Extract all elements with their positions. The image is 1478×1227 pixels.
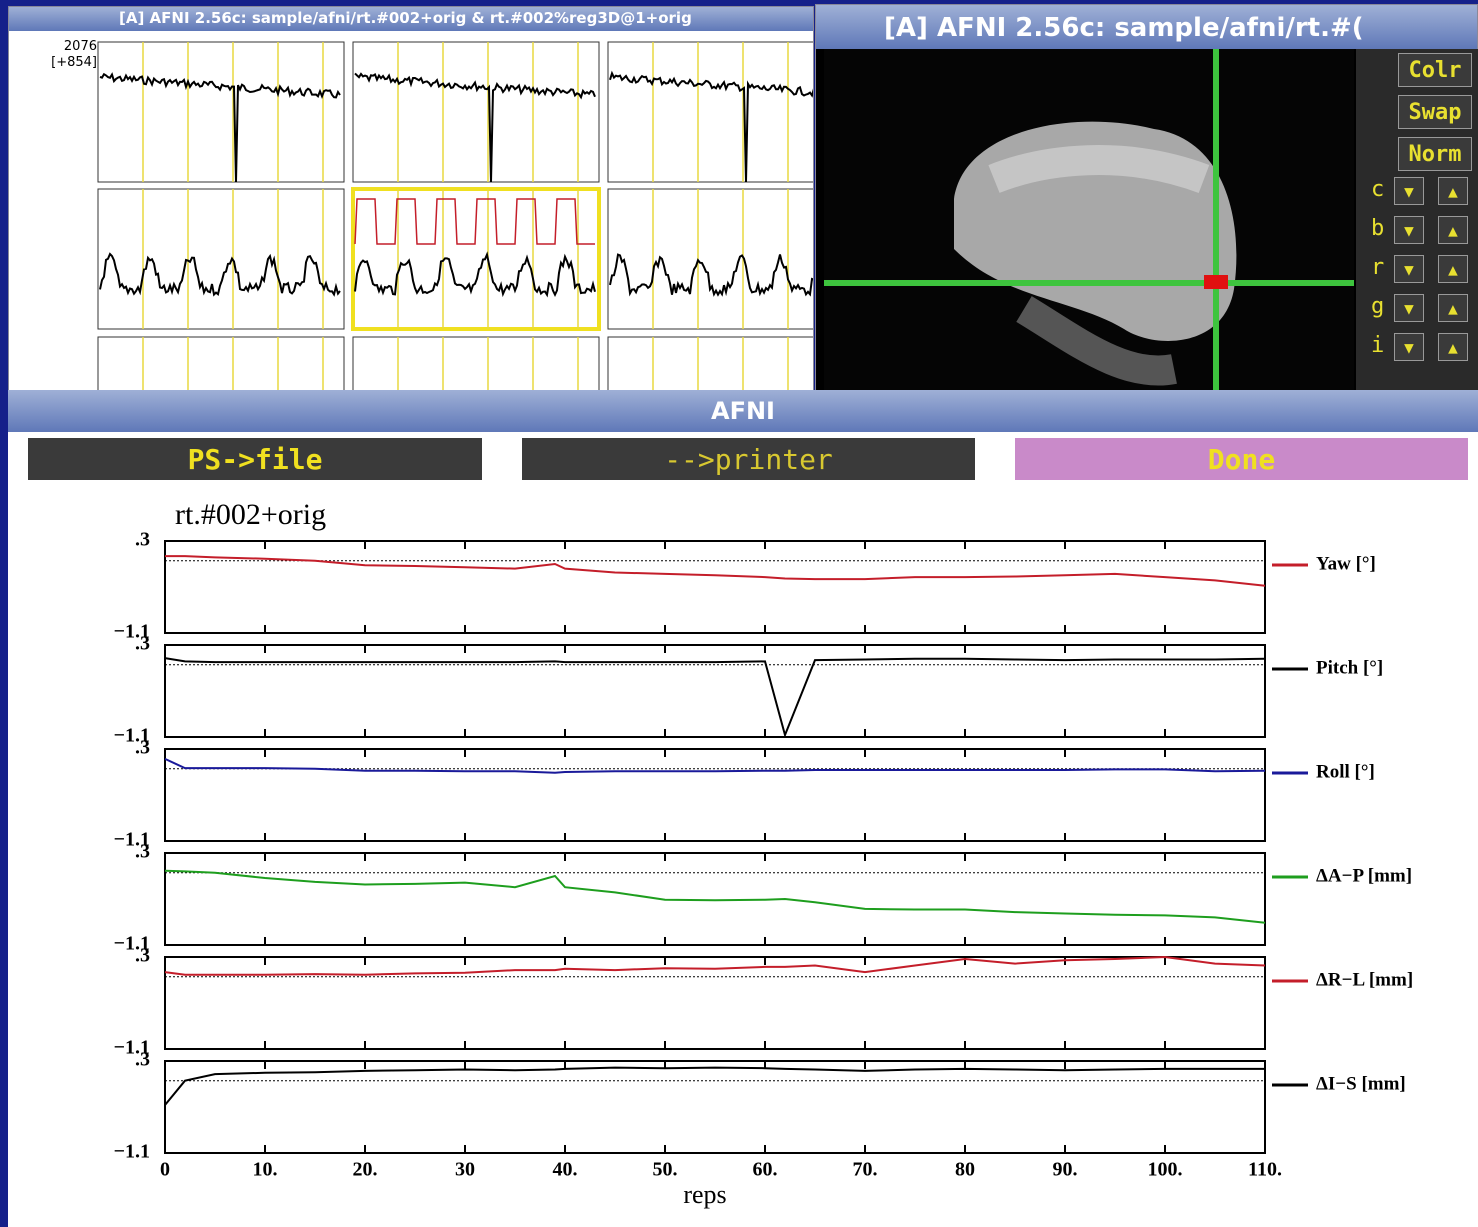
- panel-frame: [165, 957, 1265, 1049]
- x-tick-label: 40.: [553, 1159, 578, 1181]
- x-tick-label: 10.: [253, 1159, 278, 1181]
- panel-frame: [165, 749, 1265, 841]
- legend-label: Pitch [°]: [1316, 657, 1383, 678]
- x-axis-label: reps: [683, 1180, 726, 1209]
- legend-label: Roll [°]: [1316, 761, 1375, 782]
- desktop: [A] AFNI 2.56c: sample/afni/rt.#002+orig…: [0, 0, 1478, 1227]
- x-tick-label: 50.: [653, 1159, 678, 1181]
- x-tick-label: 70.: [853, 1159, 878, 1181]
- y-tick-label: .3: [135, 841, 150, 863]
- y-tick-label: .3: [135, 945, 150, 967]
- series-line: [165, 871, 1265, 923]
- x-tick-label: 80: [955, 1159, 975, 1181]
- y-tick-label: −1.1: [114, 1141, 150, 1163]
- chart-title: rt.#002+orig: [175, 498, 326, 531]
- series-line: [165, 1068, 1265, 1105]
- x-tick-label: 100.: [1148, 1159, 1183, 1181]
- series-line: [165, 658, 1265, 735]
- x-tick-label: 60.: [753, 1159, 778, 1181]
- y-tick-label: .3: [135, 1049, 150, 1071]
- panel-frame: [165, 541, 1265, 633]
- y-tick-label: .3: [135, 633, 150, 655]
- x-tick-label: 0: [160, 1159, 170, 1181]
- panel-frame: [165, 853, 1265, 945]
- series-line: [165, 759, 1265, 773]
- x-tick-label: 110.: [1248, 1159, 1282, 1181]
- motion-chart: rt.#002+orig reps −1.1.3Yaw [°]−1.1.3Pit…: [0, 0, 1478, 1227]
- x-tick-label: 20.: [353, 1159, 378, 1181]
- y-tick-label: .3: [135, 529, 150, 551]
- legend-label: ΔI−S [mm]: [1316, 1073, 1406, 1094]
- legend-label: Yaw [°]: [1316, 553, 1376, 574]
- x-tick-label: 90.: [1053, 1159, 1078, 1181]
- x-tick-label: 30: [455, 1159, 475, 1181]
- panel-frame: [165, 1061, 1265, 1153]
- series-line: [165, 957, 1265, 975]
- legend-label: ΔA−P [mm]: [1316, 865, 1412, 886]
- y-tick-label: .3: [135, 737, 150, 759]
- legend-label: ΔR−L [mm]: [1316, 969, 1413, 990]
